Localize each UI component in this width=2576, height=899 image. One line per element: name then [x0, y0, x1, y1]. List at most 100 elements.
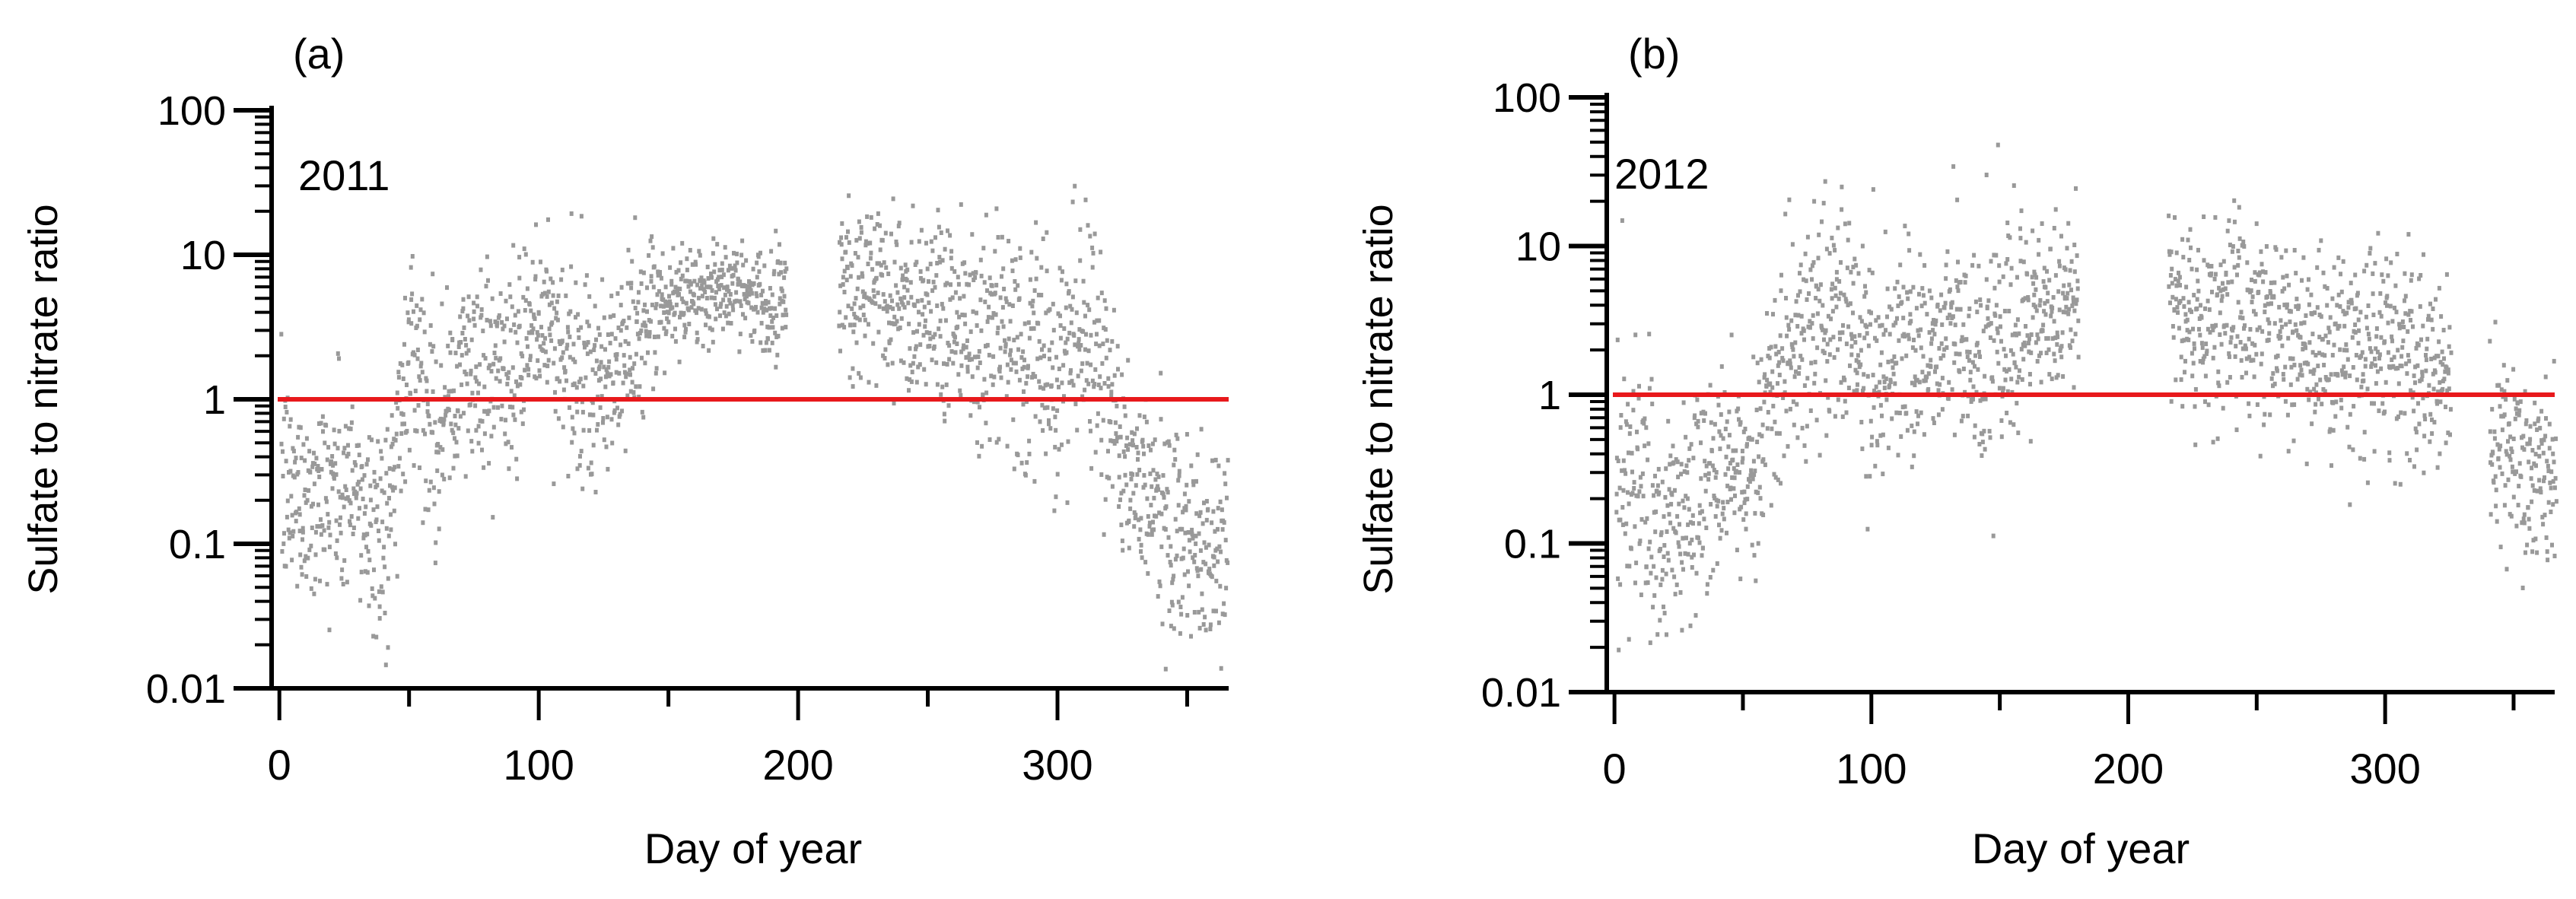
data-point-a-511 — [491, 361, 496, 367]
data-point-a-839 — [628, 367, 632, 373]
data-point-a-873 — [641, 308, 646, 313]
data-point-b-943 — [2002, 347, 2006, 352]
data-point-b-1102 — [2067, 282, 2072, 287]
data-point-b-44 — [1632, 480, 1636, 485]
data-point-a-1227 — [840, 256, 844, 262]
data-point-a-297 — [402, 421, 406, 427]
data-point-b-259 — [1721, 500, 1725, 505]
data-point-a-820 — [619, 284, 624, 290]
data-point-a-1315 — [876, 329, 881, 335]
data-point-a-918 — [660, 292, 664, 297]
data-point-b-444 — [1797, 371, 1801, 376]
data-point-a-1053 — [716, 284, 720, 288]
data-point-b-721 — [1910, 345, 1915, 351]
data-point-b-1131 — [2168, 273, 2173, 278]
data-point-b-1508 — [2323, 333, 2328, 338]
data-point-a-1499 — [953, 335, 957, 340]
data-point-b-1106 — [2069, 327, 2073, 332]
data-point-b-146 — [1674, 457, 1678, 462]
data-point-b-1190 — [2193, 404, 2197, 409]
data-point-b-449 — [1798, 262, 1803, 268]
data-point-a-370 — [433, 420, 437, 425]
data-point-b-1751 — [2424, 353, 2428, 357]
data-point-a-599 — [527, 302, 532, 307]
data-point-a-1190 — [773, 330, 778, 335]
data-point-a-1463 — [938, 334, 943, 339]
data-point-b-1877 — [2514, 406, 2518, 411]
data-point-a-769 — [598, 405, 603, 410]
data-point-a-818 — [619, 303, 623, 308]
data-point-a-870 — [640, 409, 644, 415]
data-point-a-22 — [288, 469, 293, 474]
data-point-a-795 — [609, 294, 614, 299]
data-point-a-869 — [640, 355, 644, 361]
data-point-b-1770 — [2431, 371, 2435, 376]
data-point-b-643 — [1878, 433, 1883, 438]
data-point-b-373 — [1767, 355, 1772, 361]
data-point-b-1121 — [2075, 297, 2079, 303]
data-point-a-1507 — [956, 372, 961, 377]
data-point-b-87 — [1650, 402, 1655, 407]
data-point-a-1976 — [1151, 468, 1156, 473]
data-point-b-1608 — [2365, 262, 2369, 268]
data-point-a-150 — [342, 450, 346, 456]
data-point-b-1021 — [2034, 340, 2038, 345]
data-point-a-1045 — [713, 262, 717, 267]
data-point-a-955 — [676, 289, 680, 294]
data-point-b-537 — [1834, 269, 1839, 275]
data-point-a-1820 — [1086, 348, 1091, 354]
data-point-b-983 — [2018, 236, 2023, 241]
data-point-a-1259 — [853, 251, 857, 256]
data-point-b-843 — [1961, 338, 1965, 343]
data-point-b-1659 — [2386, 273, 2390, 278]
data-point-a-1288 — [865, 241, 870, 246]
data-point-b-1822 — [2491, 450, 2495, 456]
data-point-a-1137 — [751, 266, 755, 272]
data-point-a-1024 — [704, 311, 708, 316]
data-point-a-247 — [382, 545, 386, 550]
data-point-a-690 — [565, 325, 570, 330]
data-point-b-334 — [1751, 459, 1756, 464]
data-point-b-1599 — [2361, 372, 2365, 377]
data-point-b-1182 — [2190, 266, 2194, 272]
data-point-b-1480 — [2312, 367, 2317, 373]
data-point-a-1518 — [961, 346, 965, 351]
data-point-b-1676 — [2393, 305, 2396, 310]
data-point-b-995 — [2023, 296, 2027, 301]
data-point-a-1698 — [1035, 356, 1040, 361]
data-point-a-1996 — [1159, 511, 1164, 516]
data-point-b-747 — [1921, 293, 1926, 298]
data-point-a-1456 — [935, 303, 940, 308]
data-point-a-311 — [409, 391, 412, 396]
data-point-a-1679 — [1027, 335, 1032, 341]
data-point-b-873 — [1973, 423, 1977, 428]
data-point-a-387 — [440, 301, 444, 307]
data-point-b-1845 — [2500, 427, 2504, 433]
data-point-b-780 — [1935, 381, 1939, 386]
data-point-a-391 — [441, 421, 446, 426]
data-point-a-484 — [480, 447, 484, 453]
data-point-a-1743 — [1054, 354, 1058, 360]
data-point-b-1769 — [2431, 307, 2435, 311]
data-point-b-1910 — [2527, 526, 2532, 531]
data-point-a-1270 — [857, 236, 862, 241]
data-point-a-1279 — [861, 313, 866, 317]
data-point-a-188 — [357, 453, 361, 458]
data-point-b-1537 — [2336, 373, 2340, 378]
data-point-a-2078 — [1194, 478, 1198, 484]
data-point-a-1773 — [1067, 289, 1071, 294]
data-point-b-1296 — [2236, 300, 2240, 305]
data-point-a-1551 — [975, 323, 979, 328]
data-point-a-1840 — [1095, 318, 1099, 323]
data-point-b-1531 — [2333, 414, 2338, 419]
data-point-a-173 — [351, 532, 355, 536]
data-point-b-904 — [1986, 316, 1990, 321]
data-point-b-1669 — [2390, 357, 2394, 362]
data-point-a-1385 — [905, 287, 910, 293]
data-point-b-1210 — [2201, 356, 2206, 361]
data-point-a-152 — [342, 558, 347, 563]
data-point-a-75 — [310, 464, 315, 469]
data-point-a-378 — [436, 442, 440, 446]
data-point-b-1807 — [2446, 370, 2450, 376]
data-point-a-399 — [445, 285, 449, 291]
